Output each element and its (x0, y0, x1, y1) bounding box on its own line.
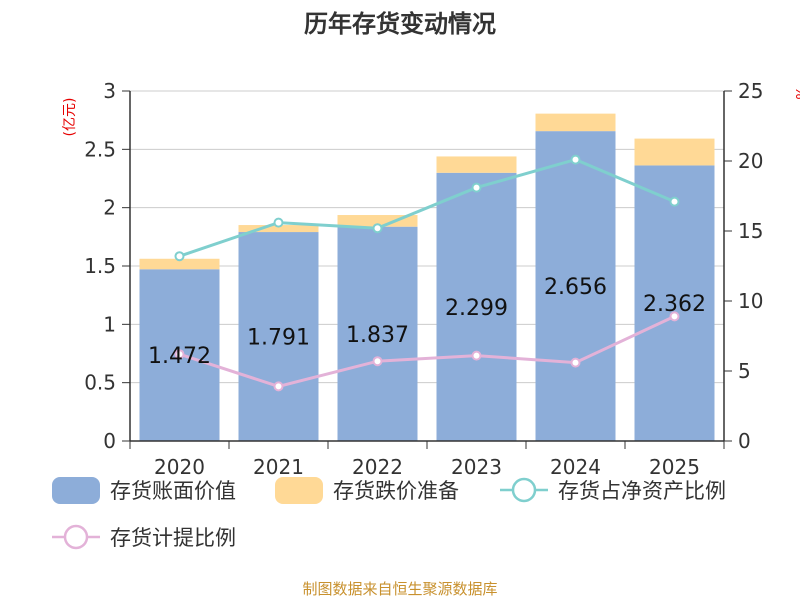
data-label-2022: 1.837 (346, 323, 409, 348)
point-2-2021 (273, 217, 284, 228)
data-label-2020: 1.472 (148, 344, 211, 369)
legend-label-2: 存货占净资产比例 (558, 479, 726, 503)
left-tick-label: 3 (103, 79, 116, 103)
right-tick-label: 5 (738, 359, 751, 383)
x-tick-label-2023: 2023 (451, 455, 502, 479)
point-3-2022 (372, 356, 383, 367)
bar-0-2022 (337, 226, 418, 441)
bar-1-2025 (634, 138, 715, 166)
point-2-2020 (174, 251, 185, 262)
line-2 (179, 158, 676, 258)
gridlines (130, 90, 724, 384)
point-2-2023 (471, 182, 482, 193)
line-series (174, 154, 680, 392)
source-note: 制图数据来自恒生聚源数据库 (302, 580, 497, 598)
bar-1-2020 (139, 258, 220, 270)
bar-0-2021 (238, 232, 319, 441)
x-tick-label-2020: 2020 (154, 455, 205, 479)
data-label-2024: 2.656 (544, 275, 607, 300)
right-tick-label: 0 (738, 429, 751, 453)
right-tick-label: 25 (738, 79, 763, 103)
point-2-2025 (669, 196, 680, 207)
left-tick-label: 1.5 (84, 254, 116, 278)
point-2-2024 (570, 154, 581, 165)
legend-marker-3 (63, 524, 89, 550)
bar-0-2023 (436, 172, 517, 442)
right-axis-unit: % (792, 86, 800, 99)
right-tick-label: 20 (738, 149, 763, 173)
legend-label-0: 存货账面价值 (110, 479, 236, 503)
legend-swatch-1 (275, 477, 323, 504)
x-tick-label-2024: 2024 (550, 455, 601, 479)
legend-label-1: 存货跌价准备 (333, 479, 459, 503)
point-3-2025 (669, 311, 680, 322)
bar-1-2021 (238, 225, 319, 233)
left-tick-label: 2 (103, 196, 116, 220)
left-tick-label: 0.5 (84, 371, 116, 395)
line-3 (179, 315, 676, 388)
right-tick-label: 15 (738, 219, 763, 243)
point-3-2020 (174, 349, 185, 360)
bar-1-2023 (436, 156, 517, 173)
chart-title: 历年存货变动情况 (304, 10, 496, 38)
x-tick-label-2025: 2025 (649, 455, 700, 479)
point-2-2022 (372, 223, 383, 234)
legend-marker-2 (511, 477, 537, 503)
left-axis-unit: (亿元) (62, 98, 78, 137)
bar-1-2024 (535, 113, 616, 132)
point-3-2021 (273, 381, 284, 392)
data-labels: 1.472 1.791 1.837 2.299 2.656 2.362 (148, 275, 706, 369)
bar-series (139, 113, 715, 442)
left-tick-label: 0 (103, 429, 116, 453)
point-3-2024 (570, 357, 581, 368)
left-tick-label: 2.5 (84, 137, 116, 161)
data-label-2025: 2.362 (643, 292, 706, 317)
x-tick-label-2022: 2022 (352, 455, 403, 479)
left-tick-label: 1 (103, 312, 116, 336)
bar-0-2024 (535, 131, 616, 441)
bar-0-2025 (634, 165, 715, 441)
bar-1-2022 (337, 215, 418, 227)
data-label-2023: 2.299 (445, 296, 508, 321)
legend-swatch-0 (52, 477, 100, 504)
data-label-2021: 1.791 (247, 326, 310, 351)
right-tick-label: 10 (738, 289, 763, 313)
point-3-2023 (471, 350, 482, 361)
legend-label-3: 存货计提比例 (110, 526, 236, 550)
x-tick-label-2021: 2021 (253, 455, 304, 479)
